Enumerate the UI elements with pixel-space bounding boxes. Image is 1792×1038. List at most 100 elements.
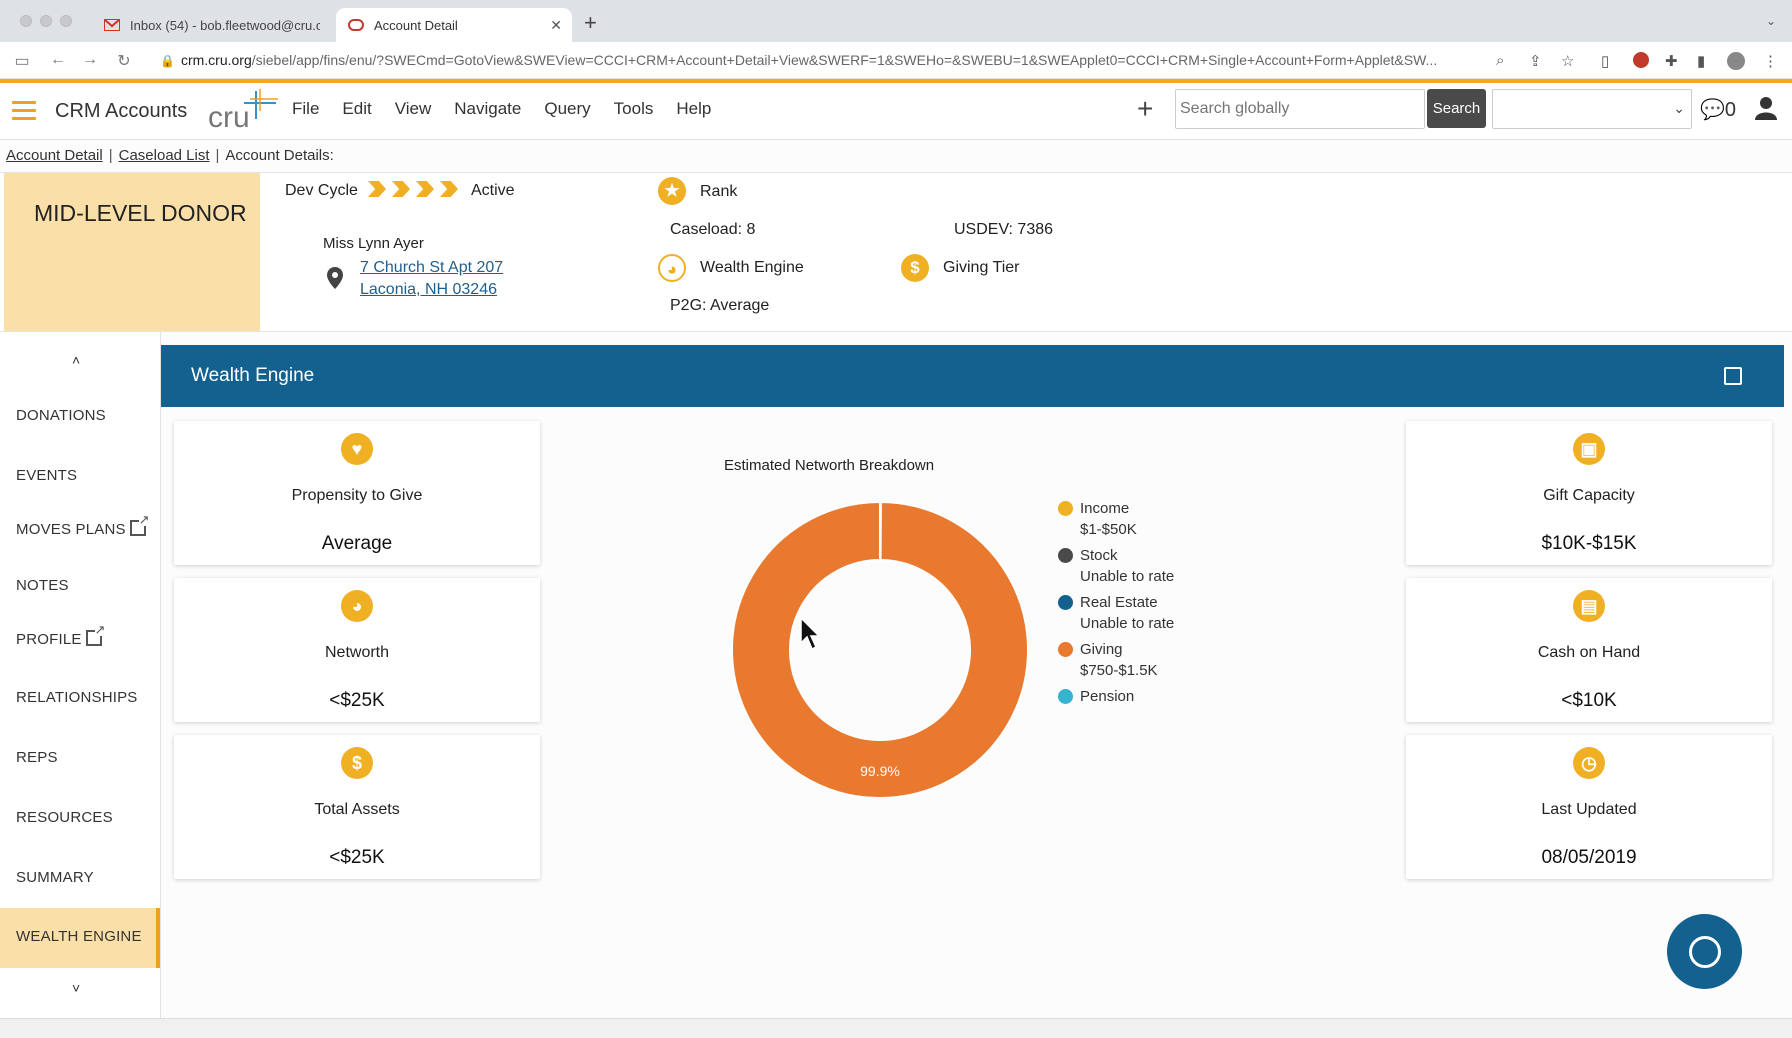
sidebar-item-reps[interactable]: REPS bbox=[16, 749, 58, 766]
notifications-button[interactable]: 💬0 bbox=[1700, 97, 1736, 122]
menu-navigate[interactable]: Navigate bbox=[454, 99, 522, 118]
sidebar-item-resources[interactable]: RESOURCES bbox=[16, 809, 113, 826]
new-tab-icon[interactable]: + bbox=[584, 10, 597, 35]
card-value: <$25K bbox=[329, 690, 385, 711]
networth-card: ◕ Networth <$25K bbox=[174, 578, 540, 722]
card-value: $10K-$15K bbox=[1541, 533, 1637, 554]
sidebar-item-profile[interactable]: PROFILE bbox=[16, 623, 106, 648]
add-new-icon[interactable]: + bbox=[1137, 93, 1154, 124]
card-label: Cash on Hand bbox=[1537, 644, 1641, 661]
sidebar-scroll-down-icon[interactable]: ˅ bbox=[72, 980, 81, 996]
browser-menu-icon[interactable]: ⋮ bbox=[1763, 53, 1778, 70]
location-pin-icon bbox=[327, 267, 343, 289]
reload-icon[interactable]: ↻ bbox=[117, 53, 131, 70]
legend-item-giving[interactable]: Giving $750-$1.5K bbox=[1058, 639, 1174, 681]
hamburger-menu-icon[interactable] bbox=[12, 101, 36, 121]
sidebar-item-donations[interactable]: DONATIONS bbox=[16, 407, 106, 424]
legend-item-pension[interactable]: Pension bbox=[1058, 686, 1174, 707]
sidebar-item-events[interactable]: EVENTS bbox=[16, 467, 78, 484]
window-minimize-button[interactable] bbox=[40, 15, 52, 27]
donut-data-label: 99.9% bbox=[860, 763, 900, 779]
networth-donut-chart[interactable]: 99.9% bbox=[730, 500, 1030, 800]
sidebar-item-notes[interactable]: NOTES bbox=[16, 577, 69, 594]
sidebar-item-summary[interactable]: SUMMARY bbox=[16, 869, 94, 886]
legend-detail: $1-$50K bbox=[1080, 521, 1137, 538]
tab-search-icon[interactable]: ⌄ bbox=[1765, 14, 1776, 28]
search-scope-select[interactable]: ⌄ bbox=[1492, 89, 1692, 129]
dev-cycle-label: Dev Cycle bbox=[285, 182, 358, 199]
reader-icon[interactable]: ▯ bbox=[1601, 53, 1610, 70]
browser-tab-account-detail[interactable]: Account Detail ✕ bbox=[336, 8, 572, 42]
legend-detail: $750-$1.5K bbox=[1080, 662, 1158, 679]
alert-bubble-icon: 💬 bbox=[1700, 99, 1725, 121]
last-updated-card: ◷ Last Updated 08/05/2019 bbox=[1406, 735, 1772, 879]
legend-item-income[interactable]: Income $1-$50K bbox=[1058, 498, 1174, 540]
back-icon[interactable]: ← bbox=[50, 51, 66, 68]
global-search-button[interactable]: Search bbox=[1427, 89, 1486, 128]
side-panel-icon[interactable]: ▮ bbox=[1697, 53, 1706, 70]
window-close-button[interactable] bbox=[20, 15, 32, 27]
breadcrumb-caseload-list[interactable]: Caseload List bbox=[118, 147, 210, 164]
tab-title: Account Detail bbox=[374, 17, 458, 33]
breadcrumb-account-detail[interactable]: Account Detail bbox=[6, 147, 103, 164]
open-external-icon[interactable] bbox=[1724, 367, 1742, 385]
status-bar bbox=[0, 1018, 1792, 1038]
extension-grammarly-icon[interactable] bbox=[1633, 52, 1649, 68]
url-host: crm.cru.org bbox=[180, 52, 252, 68]
url-path: /siebel/app/fins/enu/?SWECmd=GotoView&SW… bbox=[251, 52, 1438, 68]
rank-label: Rank bbox=[700, 183, 738, 200]
sidebar-item-label: PROFILE bbox=[16, 631, 82, 648]
address-bar[interactable]: 🔒 crm.cru.org/siebel/app/fins/enu/?SWECmd… bbox=[160, 52, 1480, 68]
donor-segment: MID-LEVEL DONOR bbox=[34, 200, 247, 226]
menu-query[interactable]: Query bbox=[544, 99, 591, 118]
cru-logo: cru bbox=[208, 89, 278, 134]
extensions-puzzle-icon[interactable]: ✚ bbox=[1665, 53, 1678, 70]
menu-view[interactable]: View bbox=[394, 99, 432, 118]
cash-on-hand-card: ▤ Cash on Hand <$10K bbox=[1406, 578, 1772, 722]
gmail-icon bbox=[104, 17, 120, 33]
menu-tools[interactable]: Tools bbox=[613, 99, 654, 118]
card-label: Networth bbox=[324, 644, 390, 661]
legend-detail: Unable to rate bbox=[1080, 568, 1175, 585]
sidebar-toggle-icon[interactable]: ▭ bbox=[14, 53, 30, 70]
wealth-engine-label: Wealth Engine bbox=[700, 259, 804, 276]
star-icon: ★ bbox=[658, 177, 686, 205]
clock-icon: ◷ bbox=[1573, 747, 1605, 779]
dollar-icon: $ bbox=[341, 747, 373, 779]
close-tab-icon[interactable]: ✕ bbox=[550, 16, 562, 33]
menu-help[interactable]: Help bbox=[676, 99, 712, 118]
donut-slice-giving[interactable] bbox=[731, 500, 1029, 799]
forward-icon[interactable]: → bbox=[82, 51, 98, 68]
browser-tabstrip: Inbox (54) - bob.fleetwood@cru.o Account… bbox=[0, 0, 1792, 42]
address-line1-link[interactable]: 7 Church St Apt 207 bbox=[360, 259, 504, 276]
browser-tab-inbox[interactable]: Inbox (54) - bob.fleetwood@cru.o bbox=[92, 8, 332, 42]
global-search-input[interactable] bbox=[1175, 89, 1425, 129]
cash-icon: ▤ bbox=[1573, 590, 1605, 622]
legend-item-stock[interactable]: Stock Unable to rate bbox=[1058, 545, 1174, 587]
bookmark-star-icon[interactable]: ☆ bbox=[1561, 53, 1575, 70]
piggy-bank-icon: ◕ bbox=[341, 590, 373, 622]
zoom-icon[interactable]: ⌕ bbox=[1496, 52, 1505, 69]
sidebar-scroll-up-icon[interactable]: ˄ bbox=[72, 352, 81, 368]
legend-item-real-estate[interactable]: Real Estate Unable to rate bbox=[1058, 592, 1174, 634]
contact-name: Miss Lynn Ayer bbox=[323, 235, 424, 252]
legend-swatch bbox=[1058, 501, 1073, 516]
chevron-down-icon: ⌄ bbox=[1673, 100, 1685, 116]
chat-support-button[interactable] bbox=[1667, 914, 1742, 989]
address-line2-link[interactable]: Laconia, NH 03246 bbox=[360, 281, 497, 298]
window-zoom-button[interactable] bbox=[60, 15, 72, 27]
p2g: P2G: Average bbox=[670, 297, 770, 314]
card-value: <$25K bbox=[329, 847, 385, 868]
app-name: CRM Accounts bbox=[55, 100, 188, 122]
external-link-icon bbox=[129, 513, 150, 536]
notification-count: 0 bbox=[1724, 99, 1737, 121]
menu-file[interactable]: File bbox=[292, 99, 320, 118]
sidebar-item-wealth-engine[interactable]: WEALTH ENGINE bbox=[0, 908, 160, 968]
sidebar-item-relationships[interactable]: RELATIONSHIPS bbox=[16, 689, 138, 706]
user-icon[interactable] bbox=[1755, 96, 1777, 120]
main-menu: File Edit View Navigate Query Tools Help bbox=[292, 99, 734, 119]
profile-avatar[interactable] bbox=[1727, 52, 1745, 70]
menu-edit[interactable]: Edit bbox=[342, 99, 372, 118]
sidebar-item-moves-plans[interactable]: MOVES PLANS bbox=[16, 513, 150, 538]
share-icon[interactable]: ⇪ bbox=[1529, 53, 1542, 70]
